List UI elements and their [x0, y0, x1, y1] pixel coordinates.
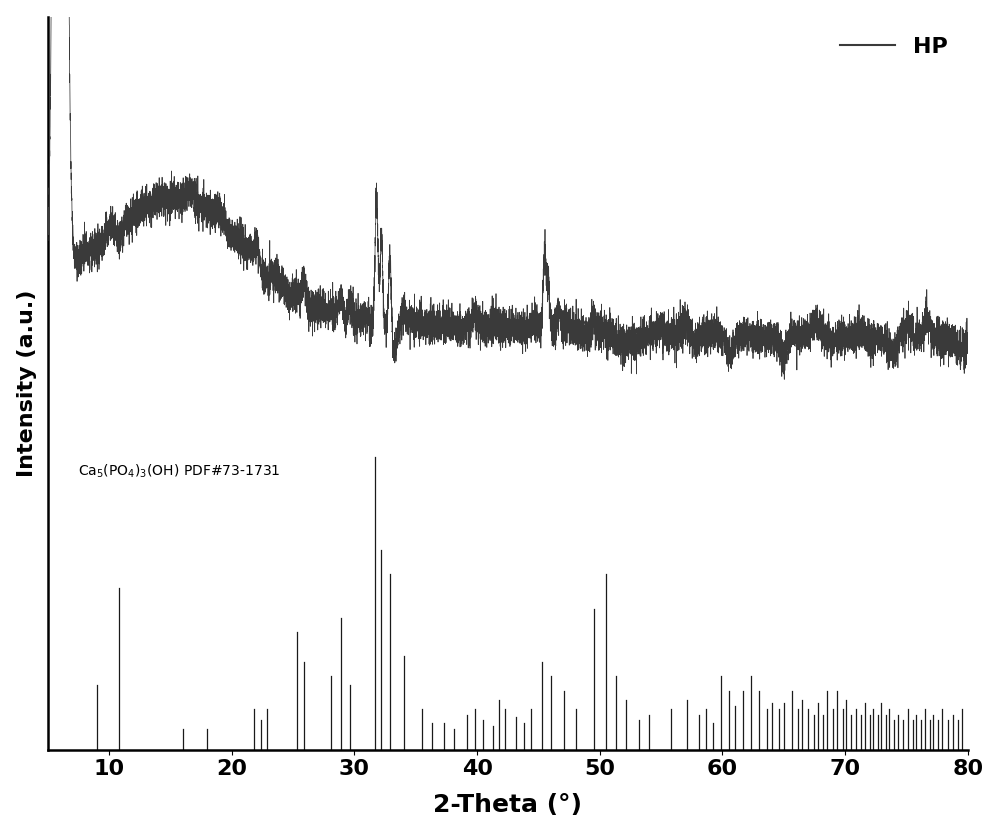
X-axis label: 2-Theta (°): 2-Theta (°) — [433, 793, 582, 817]
Text: Ca$_5$(PO$_4$)$_3$(OH) PDF#73-1731: Ca$_5$(PO$_4$)$_3$(OH) PDF#73-1731 — [78, 462, 281, 480]
Y-axis label: Intensity (a.u.): Intensity (a.u.) — [17, 289, 37, 477]
Legend: HP: HP — [831, 28, 957, 66]
